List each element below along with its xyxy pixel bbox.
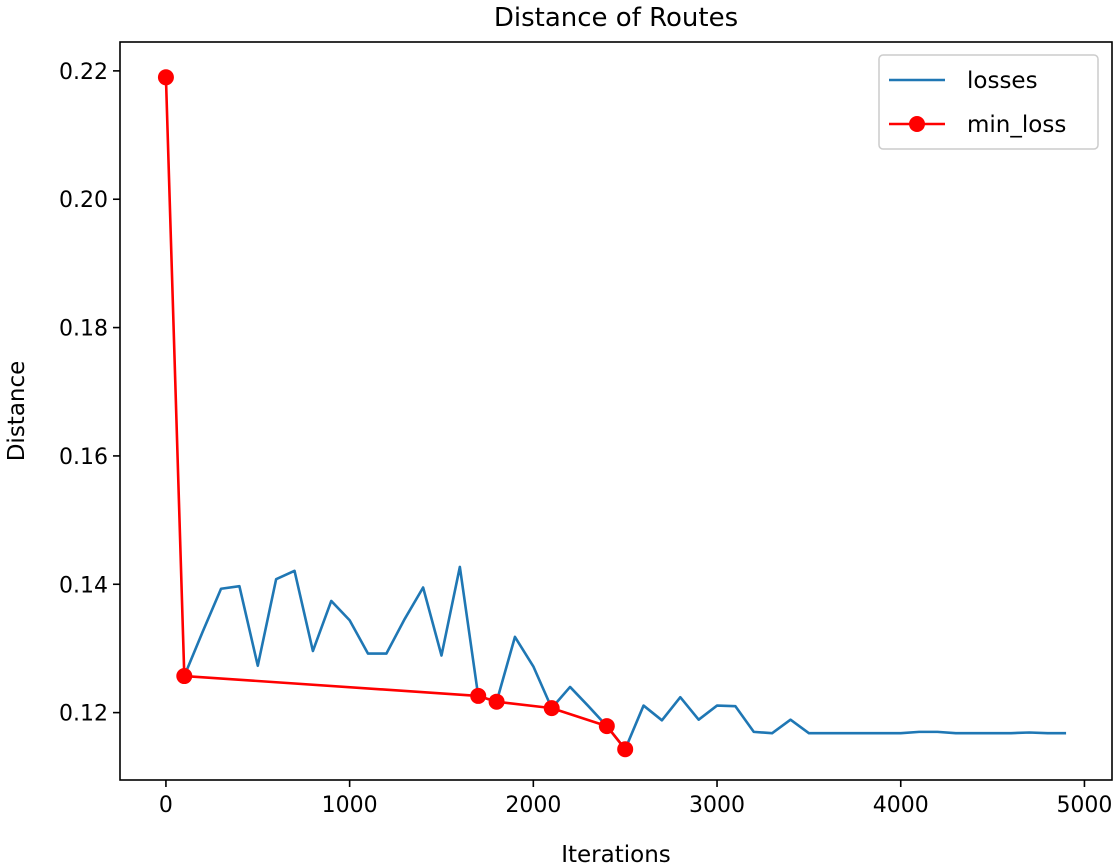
x-axis-label: Iterations xyxy=(561,842,671,868)
y-tick-label: 0.14 xyxy=(59,573,108,598)
data-point-min-loss xyxy=(488,693,505,710)
x-tick-label: 4000 xyxy=(873,793,929,818)
data-point-min-loss xyxy=(470,687,487,704)
data-point-min-loss xyxy=(598,718,615,735)
chart-title: Distance of Routes xyxy=(494,3,738,33)
x-axis: 0 1000 2000 3000 4000 5000 xyxy=(159,780,1112,818)
data-point-min-loss xyxy=(543,700,560,717)
y-tick-label: 0.16 xyxy=(59,445,108,470)
data-point-min-loss xyxy=(157,69,174,86)
x-tick-label: 2000 xyxy=(505,793,561,818)
series-layer xyxy=(157,69,1067,758)
x-tick-label: 0 xyxy=(159,793,173,818)
legend-label: min_loss xyxy=(967,112,1066,138)
legend: losses min_loss xyxy=(878,54,1099,150)
y-axis: 0.12 0.14 0.16 0.18 0.20 0.22 xyxy=(59,60,120,727)
x-tick-label: 5000 xyxy=(1056,793,1112,818)
y-axis-label: Distance xyxy=(4,361,30,462)
y-tick-label: 0.22 xyxy=(59,60,108,85)
y-tick-label: 0.12 xyxy=(59,702,108,727)
data-point-min-loss xyxy=(617,741,634,758)
y-tick-label: 0.18 xyxy=(59,317,108,342)
plot-frame xyxy=(119,41,1113,781)
y-tick-label: 0.20 xyxy=(59,188,108,213)
x-tick-label: 1000 xyxy=(322,793,378,818)
legend-label: losses xyxy=(967,68,1038,94)
data-point-min-loss xyxy=(176,668,193,685)
legend-box xyxy=(878,54,1099,150)
legend-marker xyxy=(909,116,925,132)
x-tick-label: 3000 xyxy=(689,793,745,818)
